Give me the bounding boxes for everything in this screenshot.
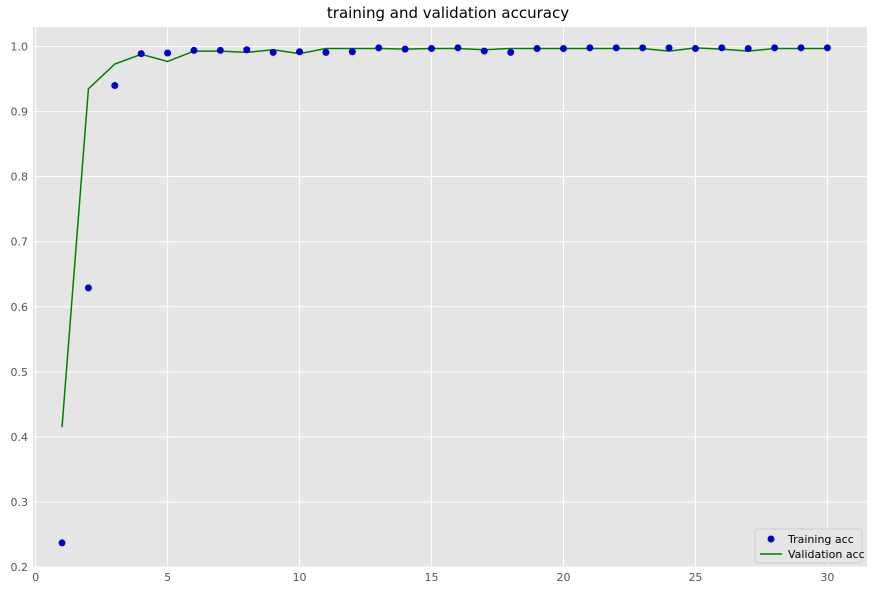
x-tick-label: 20 [556,571,570,584]
training-acc-point [797,44,805,52]
training-acc-point [190,46,198,54]
training-acc-point [533,44,541,52]
x-tick-label: 25 [688,571,702,584]
x-tick-label: 10 [293,571,307,584]
training-acc-point [348,48,356,56]
training-acc-point [454,44,462,52]
training-acc-point [216,46,224,54]
training-acc-point [480,47,488,55]
training-acc-point [58,539,66,547]
validation-line-group [61,47,828,428]
legend-training-marker [767,535,775,543]
y-tick-label: 1.0 [11,41,29,54]
training-acc-point [428,44,436,52]
training-acc-point [718,44,726,52]
x-tick-label: 5 [164,571,171,584]
training-acc-point [111,82,119,90]
y-tick-label: 0.5 [11,366,29,379]
training-acc-point [296,48,304,56]
training-acc-point [771,44,779,52]
training-acc-point [322,48,330,56]
y-tick-label: 0.4 [11,431,29,444]
training-acc-point [375,44,383,52]
legend-validation-label: Validation acc [788,548,865,561]
training-acc-point [243,46,251,54]
training-acc-point [612,44,620,52]
training-points-group [58,44,831,547]
y-tick-label: 0.8 [11,171,29,184]
validation-acc-line [61,47,828,428]
x-tick-labels: 0 5 10 15 20 25 30 [32,571,834,584]
y-tick-label: 0.6 [11,301,29,314]
x-tick-label: 30 [820,571,834,584]
y-tick-label: 0.3 [11,496,29,509]
training-acc-point [269,48,277,56]
grid-lines [33,27,867,568]
training-acc-point [84,284,92,292]
plot-background [33,27,867,567]
x-tick-label: 15 [425,571,439,584]
y-tick-label: 0.2 [11,561,29,574]
training-acc-point [639,44,647,52]
y-tick-label: 0.9 [11,106,29,119]
training-acc-point [164,49,172,57]
training-acc-point [691,44,699,52]
legend: Training acc Validation acc [754,528,865,564]
training-acc-point [586,44,594,52]
x-tick-label: 0 [32,571,39,584]
legend-training-label: Training acc [787,533,854,546]
chart-title: training and validation accuracy [327,4,569,22]
training-acc-point [744,44,752,52]
y-tick-labels: 0.2 0.3 0.4 0.5 0.6 0.7 0.8 0.9 1.0 [11,41,29,574]
training-acc-point [137,50,145,58]
training-acc-point [401,45,409,53]
training-acc-point [559,44,567,52]
training-acc-point [665,44,673,52]
y-tick-label: 0.7 [11,236,29,249]
training-acc-point [507,48,515,56]
training-acc-point [823,44,831,52]
